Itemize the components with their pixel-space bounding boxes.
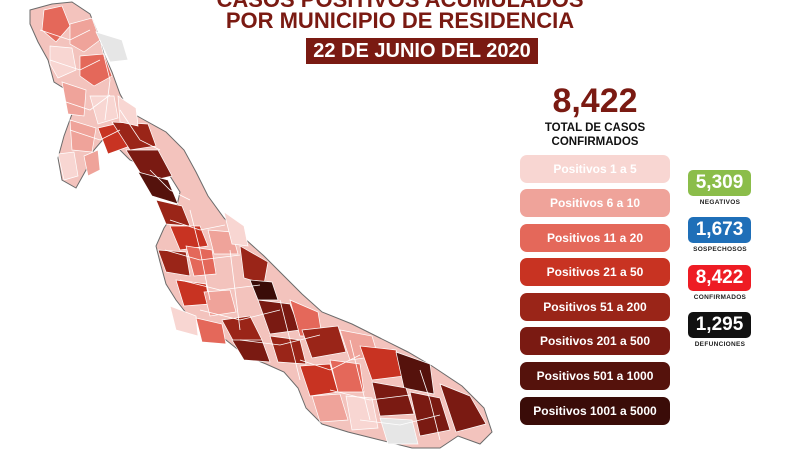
municipality-region <box>169 305 199 337</box>
legend-item: Positivos 1001 a 5000 <box>520 397 670 425</box>
municipality-region <box>79 53 113 87</box>
municipality-region <box>329 359 365 393</box>
total-cases-label-line-1: TOTAL DE CASOS <box>544 122 646 134</box>
municipality-borders <box>39 29 441 441</box>
municipality-region <box>203 289 237 317</box>
total-cases-label: TOTAL DE CASOS CONFIRMADOS <box>520 121 670 149</box>
municipality-region <box>117 95 139 127</box>
state-shape <box>29 1 493 449</box>
municipality-region <box>223 211 249 247</box>
municipality-region <box>69 119 97 153</box>
legend-item: Positivos 11 a 20 <box>520 224 670 252</box>
municipality-region <box>125 149 173 183</box>
legend-item: Positivos 201 a 500 <box>520 327 670 355</box>
state-outline <box>29 1 493 449</box>
municipality-region <box>185 245 217 277</box>
total-cases-label-line-2: CONFIRMADOS <box>551 136 639 148</box>
municipality-region <box>157 249 191 277</box>
legend-item: Positivos 6 a 10 <box>520 189 670 217</box>
municipality-region <box>195 317 227 345</box>
deaths-label: DEFUNCIONES <box>694 341 746 348</box>
municipality-region <box>379 417 419 445</box>
municipality-region <box>49 45 77 79</box>
total-cases-number: 8,422 <box>552 82 638 120</box>
municipality-region <box>439 383 487 433</box>
municipality-region <box>137 171 179 205</box>
suspected-count: 1,673 <box>688 217 751 243</box>
municipality-region <box>57 151 79 181</box>
municipality-region <box>301 325 347 359</box>
legend-item: Positivos 51 a 200 <box>520 293 670 321</box>
municipality-region <box>409 391 451 437</box>
legend-item: Positivos 501 a 1000 <box>520 362 670 390</box>
municipality-region <box>231 339 271 363</box>
municipality-region <box>61 81 87 117</box>
municipality-region <box>83 149 101 177</box>
legend-item: Positivos 21 a 50 <box>520 258 670 286</box>
date-banner: 22 DE JUNIO DEL 2020 <box>306 38 538 64</box>
negatives-label: NEGATIVOS <box>699 199 741 206</box>
confirmed-count: 8,422 <box>688 265 751 291</box>
municipality-region <box>95 31 129 63</box>
map-title-line-2: POR MUNICIPIO DE RESIDENCIA <box>225 8 575 33</box>
deaths-count: 1,295 <box>688 312 751 338</box>
map-title-line-1: CASOS POSITIVOS ACUMULADOS <box>0 0 800 12</box>
confirmed-label: CONFIRMADOS <box>693 294 747 301</box>
municipality-region <box>311 393 349 423</box>
legend-item: Positivos 1 a 5 <box>520 155 670 183</box>
municipality-region <box>371 381 415 417</box>
negatives-count: 5,309 <box>688 170 751 196</box>
municipality-region <box>89 95 119 125</box>
municipality-region <box>69 17 101 53</box>
municipality-regions <box>41 5 487 445</box>
suspected-label: SOSPECHOSOS <box>693 246 747 253</box>
